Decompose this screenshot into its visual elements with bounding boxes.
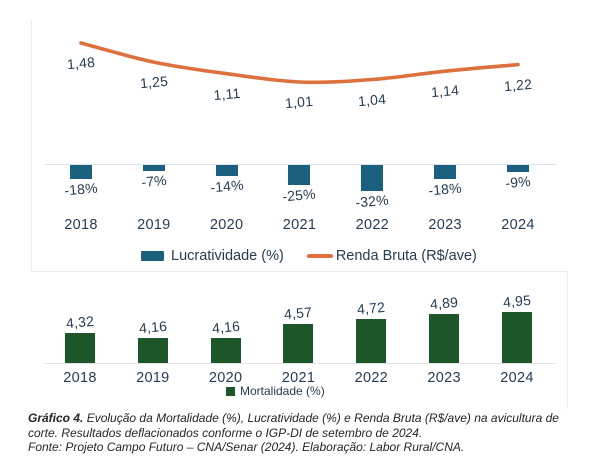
renda-bruta-value-label-2022: 1,04 bbox=[340, 89, 405, 111]
top-axis-year-2022: 2022 bbox=[336, 217, 408, 233]
lucratividade-bar-2018 bbox=[70, 165, 92, 179]
mortalidade-value-label-2022: 4,72 bbox=[339, 297, 404, 319]
caption-line-1: Gráfico 4. Evolução da Mortalidade (%), … bbox=[28, 411, 580, 426]
lucratividade-legend-label: Lucratividade (%) bbox=[171, 248, 284, 264]
caption-title-text: Evolução da Mortalidade (%), Lucrativida… bbox=[87, 411, 559, 425]
top-axis-year-2023: 2023 bbox=[409, 217, 481, 233]
renda-bruta-value-label-2023: 1,14 bbox=[413, 80, 478, 102]
renda-bruta-legend-label: Renda Bruta (R$/ave) bbox=[336, 248, 477, 264]
lucratividade-value-label-2020: -14% bbox=[194, 175, 259, 197]
lucratividade-bar-2019 bbox=[143, 165, 165, 171]
mortalidade-value-label-2020: 4,16 bbox=[193, 316, 258, 338]
caption-figure-label: Gráfico 4. bbox=[28, 411, 83, 425]
lucratividade-bar-2021 bbox=[288, 165, 310, 185]
mortalidade-value-label-2024: 4,95 bbox=[484, 290, 549, 312]
lucratividade-bar-2022 bbox=[361, 165, 383, 191]
lucratividade-value-label-2021: -25% bbox=[267, 184, 332, 206]
renda-bruta-value-label-2019: 1,25 bbox=[121, 71, 186, 93]
bottom-axis-year-2018: 2018 bbox=[44, 370, 116, 386]
lucratividade-bar-2024 bbox=[507, 165, 529, 172]
caption-line-2: corte. Resultados deflacionados conforme… bbox=[28, 426, 580, 441]
bottom-chart-legend: Mortalidade (%) bbox=[226, 384, 325, 398]
baseline-axis-line bbox=[44, 363, 556, 364]
mortalidade-value-label-2023: 4,89 bbox=[412, 292, 477, 314]
lucratividade-legend-swatch bbox=[141, 251, 164, 261]
mortalidade-value-label-2019: 4,16 bbox=[120, 316, 185, 338]
bottom-axis-year-2022: 2022 bbox=[335, 370, 407, 386]
mortalidade-bar-2019 bbox=[138, 338, 168, 363]
bottom-axis-year-2023: 2023 bbox=[408, 370, 480, 386]
mortalidade-value-label-2018: 4,32 bbox=[47, 311, 112, 333]
mortalidade-legend-swatch bbox=[226, 387, 235, 396]
mortalidade-bar-2022 bbox=[356, 319, 386, 363]
mortalidade-bar-2018 bbox=[65, 333, 95, 363]
renda-bruta-value-label-2024: 1,22 bbox=[485, 74, 550, 96]
lucratividade-value-label-2018: -18% bbox=[48, 178, 113, 200]
caption-line-3: Fonte: Projeto Campo Futuro – CNA/Senar … bbox=[28, 440, 580, 455]
mortalidade-value-label-2021: 4,57 bbox=[266, 302, 331, 324]
top-axis-year-2024: 2024 bbox=[482, 217, 554, 233]
top-axis-year-2020: 2020 bbox=[191, 217, 263, 233]
bottom-axis-year-2021: 2021 bbox=[262, 370, 334, 386]
bottom-axis-year-2024: 2024 bbox=[481, 370, 553, 386]
renda-bruta-value-label-2020: 1,11 bbox=[194, 83, 259, 105]
mortalidade-bar-2020 bbox=[211, 338, 241, 363]
lucratividade-value-label-2023: -18% bbox=[413, 178, 478, 200]
lucratividade-bar-2020 bbox=[216, 165, 238, 176]
combo-chart-lucratividade-renda-bruta: Lucratividade (%) Renda Bruta (R$/ave) -… bbox=[31, 20, 568, 272]
lucratividade-bar-2023 bbox=[434, 165, 456, 179]
mortalidade-bar-2024 bbox=[502, 312, 532, 363]
top-chart-legend: Lucratividade (%) Renda Bruta (R$/ave) bbox=[141, 248, 477, 264]
lucratividade-value-label-2019: -7% bbox=[121, 170, 186, 192]
lucratividade-value-label-2022: -32% bbox=[340, 190, 405, 212]
lucratividade-value-label-2024: -9% bbox=[485, 171, 550, 193]
bar-chart-mortalidade: Mortalidade (%) 4,32 2018 4,16 2019 4,16 2020… bbox=[31, 273, 568, 409]
top-axis-year-2021: 2021 bbox=[263, 217, 335, 233]
mortalidade-legend-label: Mortalidade (%) bbox=[240, 384, 325, 398]
figure-caption: Gráfico 4. Evolução da Mortalidade (%), … bbox=[28, 411, 580, 455]
top-axis-year-2018: 2018 bbox=[45, 217, 117, 233]
bottom-axis-year-2020: 2020 bbox=[190, 370, 262, 386]
renda-bruta-value-label-2018: 1,48 bbox=[48, 52, 113, 74]
top-axis-year-2019: 2019 bbox=[118, 217, 190, 233]
mortalidade-bar-2023 bbox=[429, 314, 459, 363]
renda-bruta-value-label-2021: 1,01 bbox=[267, 91, 332, 113]
mortalidade-bar-2021 bbox=[283, 324, 313, 363]
bottom-axis-year-2019: 2019 bbox=[117, 370, 189, 386]
renda-bruta-legend-swatch bbox=[307, 254, 333, 258]
